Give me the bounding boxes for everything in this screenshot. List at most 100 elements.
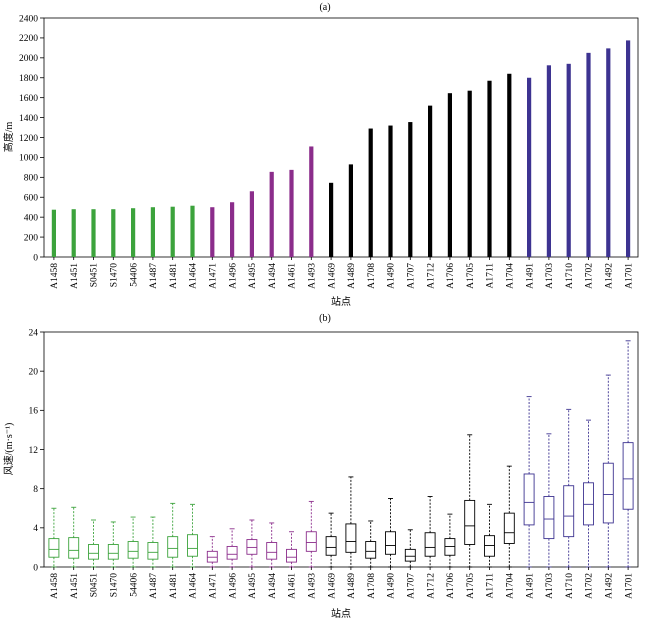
x-tick-label: A1469 — [327, 263, 337, 289]
x-tick-label: A1471 — [209, 573, 219, 599]
box-plot — [602, 374, 614, 568]
x-tick-label: A1702 — [585, 263, 595, 289]
x-tick-label: S0451 — [90, 263, 100, 288]
x-tick-label: A1706 — [446, 263, 456, 289]
box — [88, 544, 99, 560]
x-tick-label: A1496 — [228, 573, 238, 599]
bar — [566, 63, 571, 257]
x-tick-label: A1703 — [545, 263, 555, 289]
box-plot — [325, 512, 337, 568]
y-tick-label: 0 — [33, 253, 38, 263]
x-tick-label: A1495 — [248, 263, 258, 289]
x-tick-label: A1703 — [545, 573, 555, 599]
y-tick-label: 2200 — [19, 34, 38, 44]
box-plot — [246, 519, 258, 568]
box — [48, 538, 60, 558]
y-tick-label: 2000 — [19, 54, 38, 64]
box — [583, 482, 594, 526]
x-tick-label: A1490 — [387, 263, 397, 289]
box — [286, 548, 297, 563]
box-plot — [365, 520, 377, 568]
x-tick-label: A1490 — [387, 573, 397, 599]
x-tick-label: A1707 — [407, 263, 417, 289]
bar — [606, 48, 611, 257]
y-tick-label: 1200 — [19, 134, 38, 144]
box-plot — [187, 503, 198, 568]
x-tick-label: A1705 — [466, 263, 476, 289]
y-tick-label: 24 — [29, 328, 39, 338]
box — [602, 462, 614, 524]
x-tick-label: A1494 — [268, 573, 278, 599]
box-plot — [543, 433, 555, 568]
bar — [210, 207, 215, 257]
bar — [447, 93, 452, 257]
x-tick-label: S1470 — [110, 573, 120, 598]
y-tick-label: 20 — [29, 367, 39, 377]
x-tick-label: A1492 — [605, 263, 615, 289]
box-plot — [444, 513, 456, 568]
box — [345, 523, 357, 553]
x-tick-label: A1704 — [506, 573, 516, 599]
bar — [111, 209, 116, 257]
x-tick-label: A1708 — [367, 263, 377, 289]
box — [464, 499, 476, 545]
box-plot — [503, 465, 515, 568]
x-tick-label: A1701 — [624, 263, 634, 289]
x-tick-label: A1489 — [347, 573, 357, 599]
box — [127, 541, 139, 559]
bar — [546, 65, 551, 257]
box-plot — [286, 531, 297, 568]
bar — [586, 52, 591, 257]
box — [563, 485, 575, 538]
x-tick-label: A1710 — [565, 573, 575, 599]
box-plot — [305, 500, 317, 568]
x-tick-label: A1706 — [446, 573, 456, 599]
x-tick-label: A1708 — [367, 573, 377, 599]
box-plot — [266, 522, 278, 568]
box — [305, 531, 317, 552]
x-tick-label: A1458 — [50, 573, 60, 599]
bar — [289, 169, 294, 257]
x-tick-label: A1493 — [308, 263, 318, 289]
bar — [626, 40, 631, 257]
x-tick-label: A1464 — [189, 573, 199, 599]
y-tick-label: 1800 — [19, 74, 38, 84]
panel-a-x-axis: A1458 A1451 S0451 S1470 54406 A1487 A1481 A1464… — [50, 257, 634, 289]
x-tick-label: A1487 — [149, 573, 159, 599]
bar — [329, 182, 334, 257]
x-tick-label: S0451 — [90, 573, 100, 598]
y-tick-label: 800 — [24, 174, 39, 184]
box-plot — [147, 516, 159, 568]
box — [385, 531, 396, 555]
box — [543, 496, 555, 540]
y-tick-label: 1600 — [19, 94, 38, 104]
panel-a-y-axis: 0 200 400 600 800 1000 1200 1400 1600 1800 2000 220… — [19, 14, 44, 263]
box — [523, 473, 535, 526]
x-tick-label: A1494 — [268, 263, 278, 289]
box-plot — [107, 521, 119, 568]
box — [484, 535, 495, 557]
x-tick-label: S1470 — [110, 263, 120, 288]
panel-b-y-axis: 0 4 8 12 16 20 24 — [29, 328, 44, 573]
x-tick-label: A1469 — [327, 573, 337, 599]
bar — [388, 125, 393, 257]
box — [147, 542, 159, 560]
panel-a-label: (a) — [319, 2, 330, 13]
box-plot — [404, 529, 416, 568]
x-tick-label: A1491 — [525, 573, 535, 599]
box-plot — [484, 503, 495, 568]
y-tick-label: 1000 — [19, 154, 38, 164]
box — [246, 539, 258, 555]
x-tick-label: A1712 — [426, 573, 436, 599]
bar — [527, 77, 532, 257]
y-tick-label: 12 — [29, 446, 39, 456]
x-tick-label: A1492 — [605, 573, 615, 599]
box — [503, 512, 515, 544]
box-plot — [523, 396, 535, 568]
bar — [190, 205, 195, 257]
box — [404, 548, 416, 562]
box — [325, 536, 337, 556]
x-tick-label: A1481 — [169, 573, 179, 599]
bar — [131, 208, 136, 257]
